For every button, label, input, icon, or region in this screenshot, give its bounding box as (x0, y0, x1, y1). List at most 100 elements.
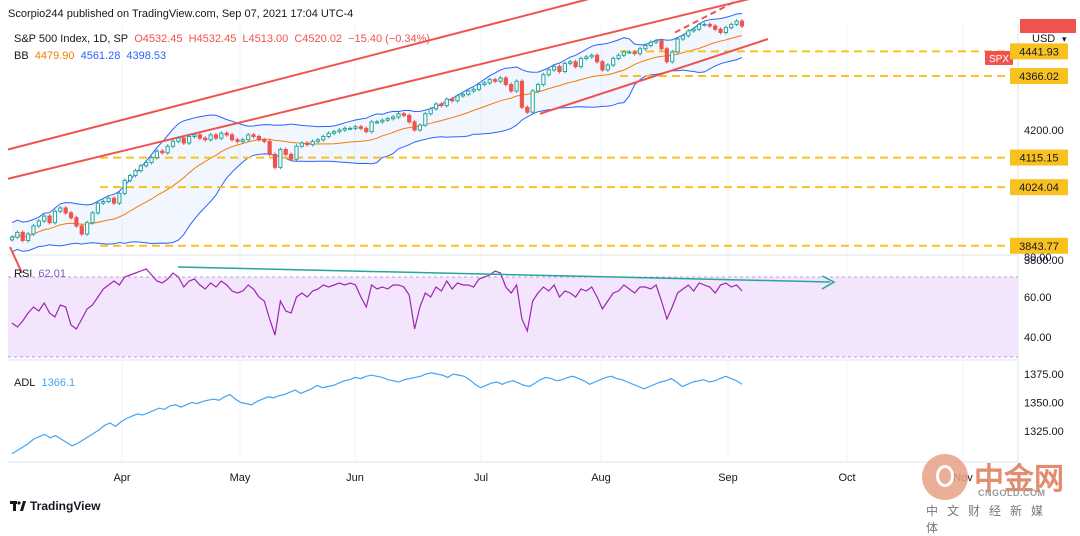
candle (85, 222, 90, 235)
level-badge-label: 4366.02 (1019, 71, 1059, 83)
candle (530, 90, 535, 113)
candle (514, 80, 519, 92)
candle (74, 217, 79, 227)
rsi-tick-label: 60.00 (1024, 292, 1052, 304)
candle (267, 140, 272, 155)
candle (133, 170, 138, 176)
candle (192, 134, 197, 137)
candle (117, 192, 122, 204)
watermark-sub: 中文财经新媒体 (926, 504, 1053, 535)
watermark-en: CNGOLD.COM (978, 488, 1046, 498)
candle (251, 134, 256, 137)
candle (391, 116, 396, 120)
candle (68, 212, 74, 219)
candle (165, 145, 170, 154)
candle (63, 207, 68, 214)
currency-dropdown-icon: ▾ (1062, 35, 1067, 45)
candle (659, 40, 664, 50)
candle (380, 119, 385, 123)
candle (272, 153, 278, 168)
candle (203, 137, 208, 141)
time-tick-label: Oct (838, 472, 855, 484)
candle (546, 69, 551, 76)
candle (58, 207, 63, 212)
candle (476, 84, 482, 90)
time-tick-label: May (230, 472, 251, 484)
candle (568, 61, 573, 64)
candle (729, 23, 734, 29)
time-tick-label: Aug (591, 472, 611, 484)
price-axis: 4200.00 3800.00 USD ▾ SPX 4441.93 4366.02 4115.… (985, 18, 1076, 438)
candle (702, 23, 707, 26)
candle (562, 62, 567, 72)
time-tick-label: Sep (718, 472, 738, 484)
candle (42, 215, 47, 222)
candle (675, 38, 680, 53)
chart-grid (8, 25, 1019, 463)
bb-lower-line (11, 57, 743, 253)
price-tick-label: 3800.00 (1024, 255, 1064, 267)
candle (498, 77, 503, 82)
rsi-line (11, 268, 743, 336)
candle (229, 134, 235, 141)
candle (460, 93, 465, 97)
currency-label: USD (1032, 33, 1055, 45)
candle (739, 20, 745, 27)
chart-canvas[interactable]: 4200.00 3800.00 USD ▾ SPX 4441.93 4366.02 4115.… (0, 0, 1080, 522)
candle (525, 106, 530, 113)
adl-label: ADL (14, 377, 36, 389)
bb-legend: BB 4479.90 4561.28 4398.53 (14, 50, 169, 62)
candle (648, 41, 653, 46)
candle (718, 28, 723, 33)
candle (213, 134, 219, 139)
candle (535, 84, 541, 92)
candle (482, 82, 487, 85)
tradingview-logo[interactable]: TradingView (10, 499, 100, 513)
ohlc-low: L4513.00 (242, 33, 289, 45)
symbol-name: S&P 500 Index, 1D, SP (14, 33, 129, 45)
candle (412, 121, 417, 131)
level-badge-label: 3843.77 (1019, 241, 1059, 253)
candle (385, 118, 390, 121)
candle (734, 20, 739, 25)
candle (723, 27, 728, 33)
channel-middle (7, 0, 750, 180)
candle (342, 127, 347, 131)
price-tick-label: 4200.00 (1024, 125, 1064, 137)
candle (455, 95, 460, 102)
adl-value: 1366.1 (41, 377, 76, 389)
price-pane (7, 0, 1018, 274)
candle (358, 126, 363, 129)
candle (283, 149, 288, 155)
candle (326, 132, 331, 137)
candle (31, 225, 36, 235)
bb-basis-line (11, 35, 743, 238)
candle (439, 103, 444, 107)
candle (503, 77, 508, 85)
candle (315, 139, 321, 142)
level-badge (1010, 43, 1068, 60)
candle (294, 145, 299, 160)
level-badge-label: 4115.15 (1020, 153, 1059, 165)
rsi-pane (8, 266, 1018, 358)
candle (621, 51, 627, 56)
tradingview-logo-icon (10, 501, 26, 511)
bb-upper-value: 4561.28 (80, 50, 121, 62)
adl-tick-label: 1375.00 (1024, 369, 1064, 381)
candle (337, 129, 342, 133)
candle (670, 51, 675, 63)
channel-lower (539, 38, 769, 115)
adl-legend: ADL 1366.1 (14, 377, 78, 389)
candle (36, 220, 41, 227)
candle (299, 142, 304, 147)
candle (466, 90, 471, 95)
candle (707, 23, 712, 27)
candle (433, 103, 439, 110)
bb-lower-value: 4398.53 (126, 50, 167, 62)
candle (111, 197, 117, 204)
candle (310, 140, 315, 146)
candle (492, 79, 498, 82)
tradingview-brand: TradingView (30, 499, 101, 513)
candle (95, 202, 100, 214)
candle (197, 134, 202, 139)
